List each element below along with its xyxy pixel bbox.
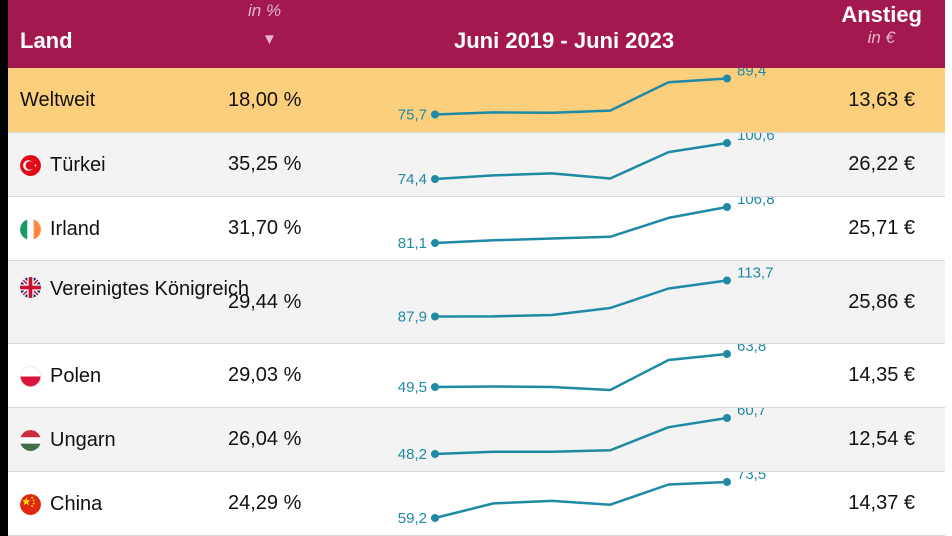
start-point	[431, 383, 439, 391]
sparkline: 74,4 100,6	[398, 133, 775, 188]
sparkline: 75,7 89,4	[398, 68, 766, 124]
percent-value: 35,25 %	[228, 153, 302, 175]
column-header-anstieg[interactable]: Anstieg	[841, 2, 922, 27]
start-value-label: 75,7	[398, 107, 427, 124]
end-point	[723, 478, 731, 486]
series-line	[434, 77, 728, 116]
table-row[interactable]: Weltweit 18,00 % 75,7 89,4 13,63 €	[8, 68, 945, 133]
end-value-label: 60,7	[737, 408, 766, 419]
column-header-unit-eur: in €	[867, 28, 895, 47]
start-value-label: 49,5	[398, 379, 427, 396]
country-name: Türkei	[50, 153, 106, 176]
start-point	[431, 312, 439, 321]
end-point	[723, 203, 731, 211]
turkey-flag-icon	[20, 154, 41, 176]
percent-value: 29,03 %	[228, 364, 302, 386]
increase-eur-value: 12,54 €	[848, 428, 915, 450]
end-value-label: 100,6	[737, 133, 775, 144]
ireland-flag-icon	[20, 218, 41, 240]
start-point	[431, 450, 439, 458]
table-row[interactable]: Irland 31,70 % 81,1 106,8 25,71 €	[8, 197, 945, 261]
column-header-land[interactable]: Land	[20, 28, 73, 53]
increase-eur-value: 25,86 €	[848, 290, 915, 313]
country-name: Weltweit	[20, 89, 96, 111]
end-value-label: 106,8	[737, 197, 775, 208]
country-name: Vereinigtes Königreich	[50, 278, 250, 300]
start-value-label: 48,2	[398, 446, 427, 463]
series-line	[434, 416, 728, 456]
end-point	[723, 139, 731, 147]
sparkline: 48,2 60,7	[398, 408, 766, 463]
start-point	[431, 110, 439, 119]
poland-flag-icon	[20, 365, 41, 387]
increase-eur-value: 14,37 €	[848, 492, 915, 514]
increase-eur-value: 13,63 €	[848, 88, 915, 111]
sparkline: 49,5 63,8	[398, 344, 766, 396]
percent-value: 31,70 %	[228, 217, 302, 239]
end-value-label: 89,4	[737, 68, 766, 80]
country-name: China	[50, 492, 103, 515]
increase-eur-value: 14,35 €	[848, 364, 915, 386]
china-flag-icon	[20, 493, 41, 515]
sparkline: 81,1 106,8	[398, 197, 775, 252]
country-cell: Polen	[20, 364, 101, 388]
end-point	[723, 74, 731, 83]
sort-arrow-icon[interactable]: ▼	[262, 31, 277, 48]
series-line	[434, 279, 728, 318]
column-header-unit-pct: in %	[248, 1, 282, 20]
series-line	[434, 205, 728, 245]
table-row[interactable]: China 24,29 % 59,2 73,5 14,37 €	[8, 472, 945, 536]
country-cell: Türkei	[20, 153, 106, 177]
country-cell: China	[20, 492, 102, 516]
sparkline: 59,2 73,5	[398, 472, 766, 527]
country-name: Polen	[50, 364, 102, 387]
sparkline: 87,9 113,7	[398, 265, 774, 326]
series-line	[434, 480, 728, 520]
table-row[interactable]: Türkei 35,25 % 74,4 100,6 26,22 €	[8, 133, 945, 197]
country-cell: Weltweit	[20, 89, 95, 113]
country-name: Irland	[50, 217, 101, 240]
end-point	[723, 414, 731, 422]
uk-flag-icon	[20, 277, 41, 298]
end-point	[723, 350, 731, 358]
table-row[interactable]: Vereinigtes Königreich 29,44 % 87,9 113,7 25…	[8, 261, 945, 344]
column-header-period: Juni 2019 - Juni 2023	[454, 28, 675, 53]
end-value-label: 113,7	[737, 265, 773, 282]
series-line	[434, 141, 728, 181]
end-value-label: 63,8	[737, 344, 766, 355]
table-row[interactable]: Ungarn 26,04 % 48,2 60,7 12,54 €	[8, 408, 945, 472]
start-point	[431, 239, 439, 247]
end-value-label: 73,5	[737, 472, 766, 483]
table-header: Land in % ▼ Juni 2019 - Juni 2023 Anstie…	[8, 0, 945, 68]
start-point	[431, 514, 439, 522]
hungary-flag-icon	[20, 429, 41, 451]
percent-value: 24,29 %	[228, 492, 302, 514]
percent-value: 18,00 %	[228, 88, 302, 111]
percent-value: 26,04 %	[228, 428, 302, 450]
series-line	[434, 352, 728, 392]
increase-eur-value: 25,71 €	[848, 217, 915, 239]
country-cell: Irland	[20, 217, 100, 241]
country-cell: Ungarn	[20, 428, 116, 452]
start-point	[431, 175, 439, 183]
table-body: Weltweit 18,00 % 75,7 89,4 13,63 € Türkei 35,2…	[8, 68, 945, 536]
country-cell: Vereinigtes Königreich	[20, 277, 249, 302]
table-row[interactable]: Polen 29,03 % 49,5 63,8 14,35 €	[8, 344, 945, 408]
percent-value: 29,44 %	[228, 290, 302, 313]
country-name: Ungarn	[50, 428, 116, 451]
start-value-label: 87,9	[398, 309, 427, 326]
start-value-label: 59,2	[398, 510, 427, 527]
increase-eur-value: 26,22 €	[848, 153, 915, 175]
start-value-label: 74,4	[398, 171, 427, 188]
end-point	[723, 276, 731, 285]
start-value-label: 81,1	[398, 235, 427, 252]
